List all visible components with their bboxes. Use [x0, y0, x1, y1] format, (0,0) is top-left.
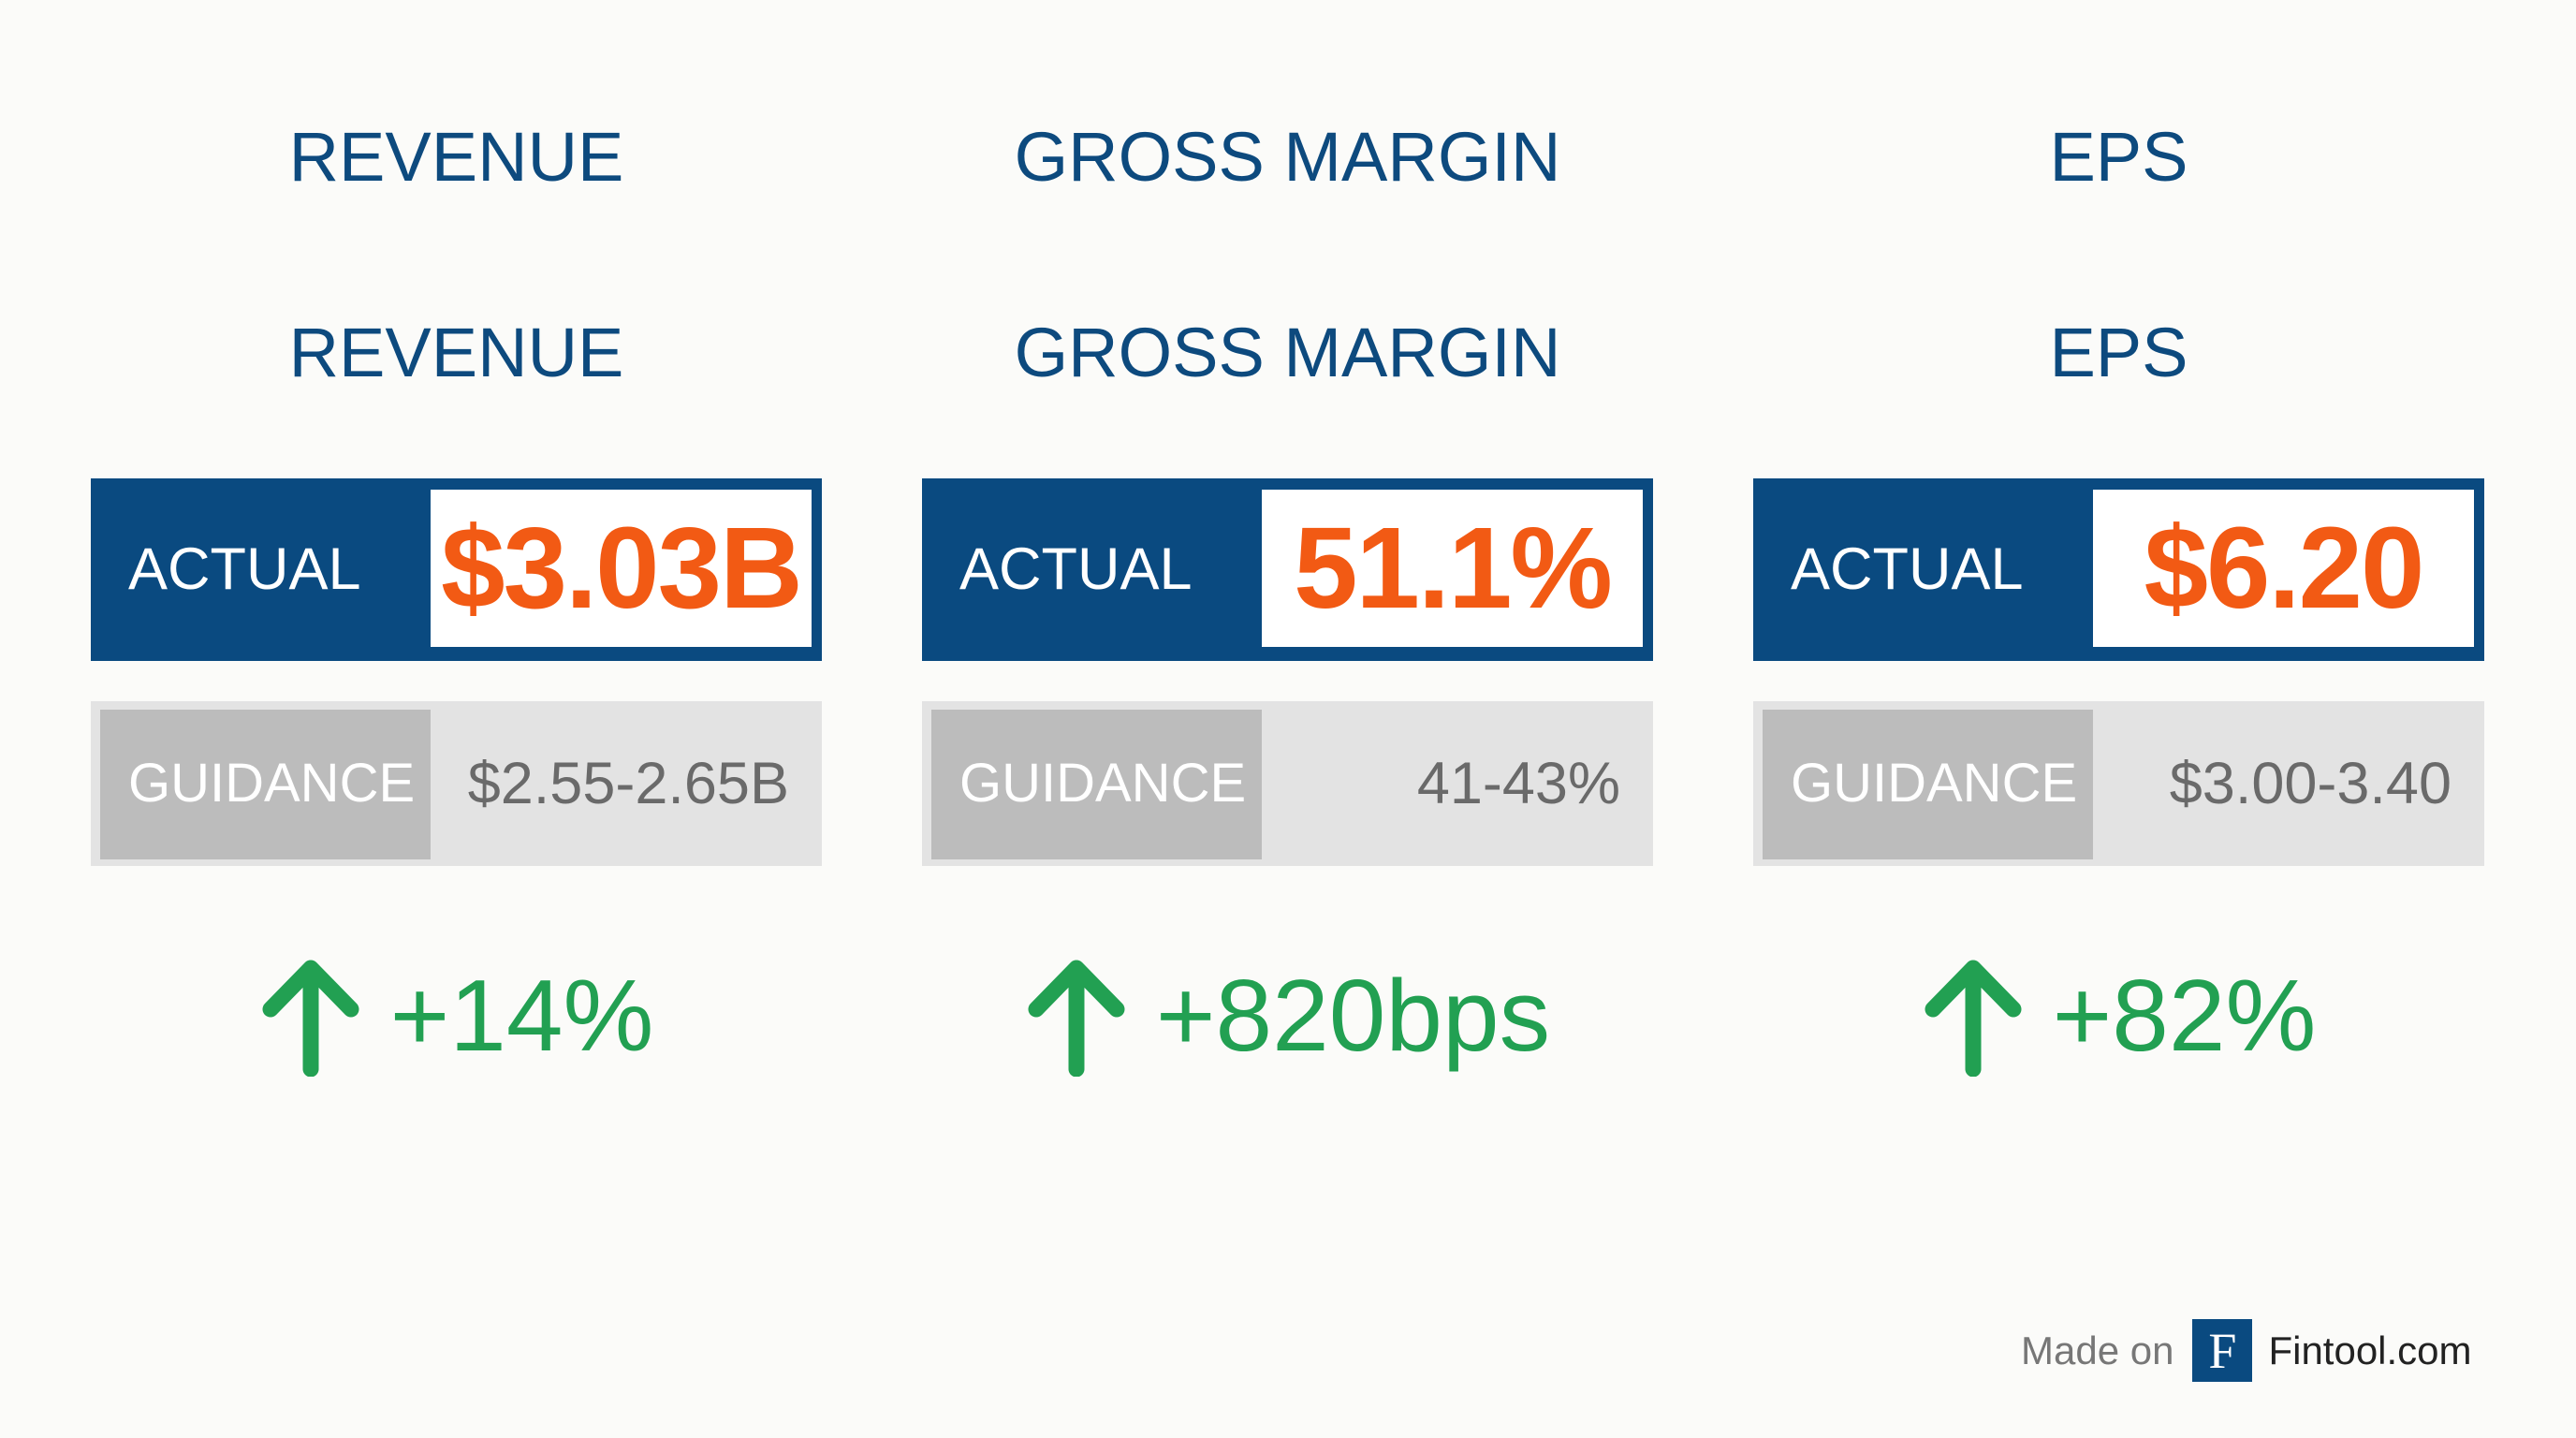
- guidance-value: $3.00-3.40: [2169, 751, 2452, 816]
- actual-box: 51.1%: [1262, 490, 1643, 647]
- metric-title: GROSS MARGIN: [1014, 118, 1561, 196]
- change-value: +820bps: [1155, 958, 1551, 1073]
- up-arrow: [262, 960, 359, 1077]
- actual-value: $6.20: [2144, 504, 2425, 633]
- guidance-box: [931, 710, 1262, 859]
- actual-box: $6.20: [2093, 490, 2474, 647]
- change-value: +14%: [389, 958, 654, 1073]
- guidance-box: [100, 710, 431, 859]
- actual-row: ACTUAL 51.1%: [922, 478, 1653, 661]
- metric-column: GROSS MARGIN GROSS MARGIN ACTUAL 51.1% GUIDA…: [922, 0, 1653, 1123]
- metric-column: REVENUE REVENUE ACTUAL $3.03B GUIDANCE $2.55-…: [91, 0, 822, 1123]
- metric-column: EPS EPS ACTUAL $6.20 GUIDANCE $3.00-3.40 +82%: [1753, 0, 2484, 1123]
- actual-label: ACTUAL: [128, 536, 361, 602]
- actual-value: 51.1%: [1294, 504, 1613, 633]
- guidance-value: 41-43%: [1416, 751, 1620, 816]
- up-arrow: [1925, 960, 2022, 1077]
- guidance-value: $2.55-2.65B: [467, 751, 789, 816]
- actual-value: $3.03B: [441, 504, 803, 633]
- made-on: Made on: [2021, 1328, 2174, 1372]
- guidance-label: GUIDANCE: [1791, 753, 2078, 814]
- actual-row: ACTUAL $6.20: [1753, 478, 2484, 661]
- up-arrow: [1028, 960, 1125, 1077]
- change-row: +14%: [91, 955, 822, 1077]
- actual-box: $3.03B: [431, 490, 812, 647]
- change-row: +82%: [1753, 955, 2484, 1077]
- logo: F: [2192, 1319, 2253, 1382]
- actual-label: ACTUAL: [959, 536, 1193, 602]
- guidance-box: [1763, 710, 2093, 859]
- brand[interactable]: Fintool.com: [2268, 1328, 2472, 1372]
- change-value: +82%: [2052, 958, 2317, 1073]
- metric-title: EPS: [2049, 118, 2188, 196]
- actual-label: ACTUAL: [1791, 536, 2024, 602]
- guidance-label: GUIDANCE: [959, 753, 1247, 814]
- footer: Made on F Fintool.com: [2021, 1319, 2472, 1382]
- actual-row: ACTUAL $3.03B: [91, 478, 822, 661]
- guidance-row: GUIDANCE 41-43%: [922, 701, 1653, 866]
- guidance-row: GUIDANCE $3.00-3.40: [1753, 701, 2484, 866]
- metric-subtitle: GROSS MARGIN: [1014, 314, 1561, 391]
- metric-subtitle: EPS: [2049, 314, 2188, 391]
- metric-title: REVENUE: [288, 118, 624, 196]
- metric-subtitle: REVENUE: [288, 314, 624, 391]
- change-row: +820bps: [922, 955, 1653, 1077]
- guidance-row: GUIDANCE $2.55-2.65B: [91, 701, 822, 866]
- guidance-label: GUIDANCE: [128, 753, 416, 814]
